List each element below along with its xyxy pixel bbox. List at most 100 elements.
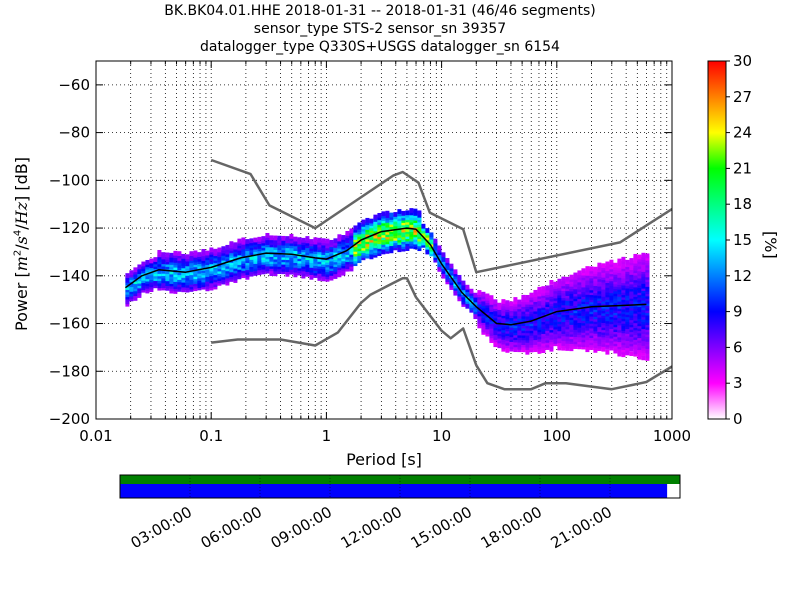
colorbar-tick-label: 12 <box>733 267 752 285</box>
y-tick-label: −80 <box>58 124 90 142</box>
density-cell <box>257 236 262 242</box>
density-cell <box>641 252 646 258</box>
density-cell <box>253 237 258 243</box>
density-cell <box>637 254 642 260</box>
density-cell <box>621 256 626 262</box>
density-cell <box>437 245 442 251</box>
density-cell <box>321 238 326 244</box>
noise-model-curve <box>211 276 672 391</box>
colorbar-tick-label: 9 <box>733 303 743 321</box>
density-cell <box>297 237 302 243</box>
time-tick-label: 03:00:00 <box>128 503 195 552</box>
density-cell <box>153 257 158 262</box>
density-cell <box>389 212 394 218</box>
density-cell <box>525 294 530 300</box>
density-cell <box>133 267 138 273</box>
time-tick-label: 12:00:00 <box>338 503 405 552</box>
density-cell <box>349 228 354 234</box>
density-cell <box>181 253 186 259</box>
density-cell <box>317 237 322 243</box>
x-tick-label: 0.01 <box>79 427 112 445</box>
mode-curve <box>124 227 647 326</box>
density-cell <box>401 210 406 216</box>
density-cell <box>553 281 558 287</box>
x-tick-label: 0.1 <box>199 427 223 445</box>
y-tick-label: −120 <box>49 219 90 237</box>
density-cell <box>301 237 306 243</box>
density-cell <box>277 235 282 241</box>
density-cell <box>237 238 242 244</box>
density-cell <box>421 223 426 229</box>
density-cell <box>357 222 362 228</box>
density-cell <box>197 252 202 257</box>
density-cell <box>537 286 542 292</box>
density-cell <box>189 251 194 257</box>
density-cell <box>605 349 610 355</box>
density-cell <box>361 219 366 225</box>
colorbar-tick-label: 27 <box>733 88 752 106</box>
axes-ticks: −200 −180 −160 −140 −120 −100 −80 −60 0.01 0.1 1 10… <box>49 61 691 445</box>
y-tick-label: −60 <box>58 76 90 94</box>
density-cell <box>345 230 350 236</box>
density-cell <box>365 217 370 223</box>
density-cell <box>445 258 450 263</box>
density-cell <box>173 250 178 256</box>
density-cell <box>369 218 374 224</box>
colorbar-label: [%] <box>761 231 780 259</box>
colorbar-tick-label: 30 <box>733 52 752 70</box>
density-cell <box>469 288 474 294</box>
density-cell <box>125 273 130 278</box>
x-tick-label: 1000 <box>653 427 691 445</box>
title-line-3: datalogger_type Q330S+USGS datalogger_sn… <box>200 39 560 55</box>
density-cell <box>201 248 206 254</box>
x-tick-label: 10 <box>432 427 451 445</box>
density-cell <box>521 294 526 300</box>
density-cell <box>549 284 554 290</box>
noise-model-curve <box>210 158 672 274</box>
density-cell <box>513 297 518 302</box>
density-cell <box>177 251 182 257</box>
density-cell <box>381 211 386 217</box>
density-cell <box>161 252 166 257</box>
time-tick-label: 15:00:00 <box>408 503 475 552</box>
density-cell <box>541 286 546 291</box>
density-cell <box>221 246 226 252</box>
colorbar: 0 3 6 9 12 15 18 21 24 27 30 <box>707 52 752 428</box>
density-cell <box>501 299 506 304</box>
density-cell <box>529 292 534 298</box>
y-tick-label: −160 <box>49 315 90 333</box>
density-cell <box>493 299 498 305</box>
y-tick-label: −200 <box>49 410 90 428</box>
density-cell <box>217 247 222 253</box>
density-cell <box>569 274 574 280</box>
density-cell <box>629 351 634 356</box>
density-cell <box>561 276 566 282</box>
density-cell <box>449 263 454 269</box>
density-cell <box>337 234 342 240</box>
density-cell <box>605 261 610 267</box>
density-cell <box>205 250 210 256</box>
density-cell <box>417 210 422 216</box>
time-tick-label: 09:00:00 <box>268 503 335 552</box>
density-cell <box>273 235 278 241</box>
x-tick-label: 100 <box>542 427 571 445</box>
plot-frame <box>95 60 673 420</box>
colorbar-tick-label: 0 <box>733 410 743 428</box>
density-cell <box>225 244 230 250</box>
density-cell <box>453 269 458 275</box>
density-cell <box>385 210 390 216</box>
density-cell <box>593 266 598 272</box>
density-cell <box>545 285 550 291</box>
coverage-bottom-strip <box>120 484 668 498</box>
density-cell <box>233 242 238 248</box>
density-cell <box>633 253 638 259</box>
density-cell <box>157 249 162 255</box>
time-tick-label: 21:00:00 <box>548 503 615 552</box>
density-cell <box>341 235 346 240</box>
density-cell <box>193 250 198 256</box>
density-cell <box>461 280 466 286</box>
time-coverage-bar: 03:00:00 06:00:00 09:00:00 12:00:00 15:00:00… <box>119 474 681 552</box>
density-cell <box>325 238 330 244</box>
density-cell <box>601 263 606 269</box>
